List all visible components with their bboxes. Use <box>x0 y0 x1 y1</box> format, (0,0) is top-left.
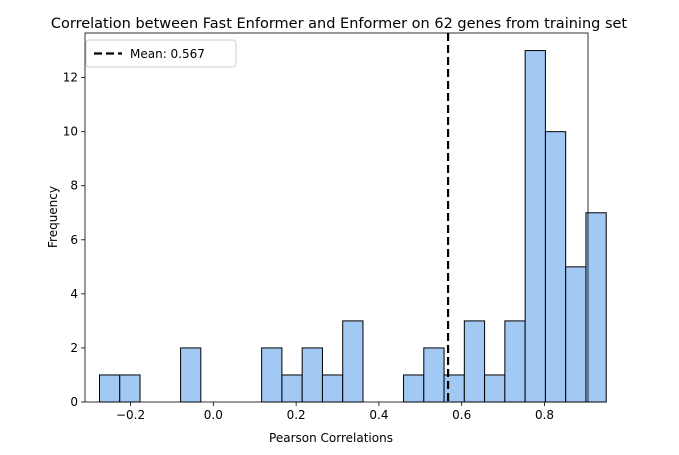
histogram-bar <box>403 374 425 403</box>
histogram-bar <box>544 131 567 403</box>
legend-box <box>85 39 237 68</box>
y-tick-label: 2 <box>70 341 78 355</box>
histogram-bar <box>98 374 121 403</box>
x-tick-label: 0.6 <box>452 408 471 422</box>
histogram-bar <box>585 212 607 403</box>
x-tick-label: −0.2 <box>116 408 145 422</box>
histogram-bar <box>180 347 202 403</box>
y-tick-label: 12 <box>63 71 78 85</box>
histogram-bar <box>261 347 283 403</box>
histogram-bar <box>463 320 486 403</box>
y-tick-label: 6 <box>70 233 78 247</box>
y-tick-label: 8 <box>70 179 78 193</box>
histogram-bar <box>281 374 303 403</box>
histogram-bar <box>484 374 506 403</box>
histogram-bar <box>524 50 546 403</box>
x-tick-label: 0.0 <box>204 408 223 422</box>
plot-frame <box>84 32 589 403</box>
y-axis-ticks: 0 2 4 6 8 10 12 <box>63 71 85 409</box>
x-axis-ticks: −0.2 0.0 0.2 0.4 0.6 0.8 <box>116 402 554 422</box>
x-axis-label: Pearson Correlations <box>269 431 393 445</box>
x-tick-label: 0.8 <box>535 408 554 422</box>
histogram-bar <box>423 347 445 403</box>
x-tick-label: 0.4 <box>369 408 388 422</box>
legend-label-mean: Mean: 0.567 <box>130 47 205 61</box>
histogram-bar <box>119 374 141 403</box>
chart-title: Correlation between Fast Enformer and En… <box>51 16 628 32</box>
histogram-bar <box>301 347 323 403</box>
histogram-bar <box>321 374 344 403</box>
legend: Mean: 0.567 <box>85 39 237 68</box>
x-tick-label: 0.2 <box>287 408 306 422</box>
y-tick-label: 0 <box>70 395 78 409</box>
y-axis-label: Frequency <box>46 186 60 248</box>
histogram-bar <box>565 266 587 403</box>
y-tick-label: 10 <box>63 125 78 139</box>
y-tick-label: 4 <box>70 287 78 301</box>
histogram-bars <box>98 50 607 403</box>
histogram-bar <box>504 320 526 403</box>
histogram-bar <box>342 320 364 403</box>
